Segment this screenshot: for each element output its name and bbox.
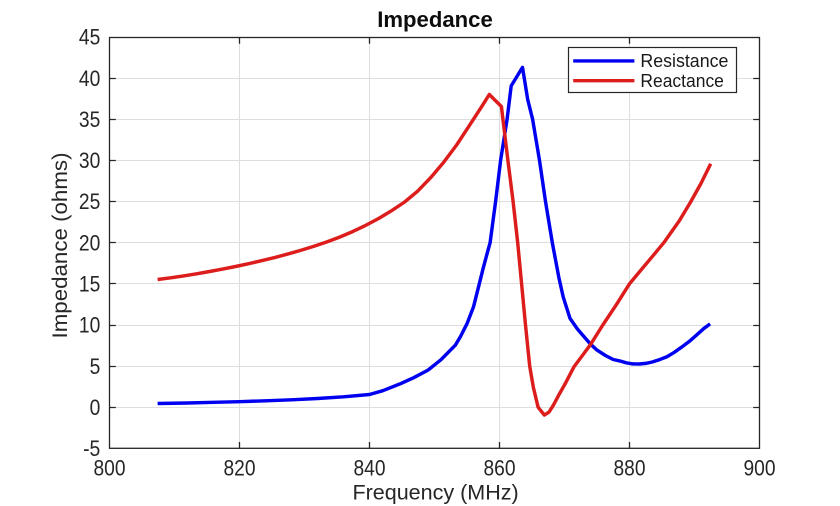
svg-text:880: 880 bbox=[614, 455, 646, 480]
svg-text:800: 800 bbox=[94, 455, 126, 480]
svg-text:Impedance: Impedance bbox=[377, 7, 493, 32]
svg-text:25: 25 bbox=[79, 189, 100, 214]
svg-text:45: 45 bbox=[79, 25, 100, 50]
svg-text:0: 0 bbox=[90, 395, 101, 420]
svg-text:900: 900 bbox=[744, 455, 776, 480]
svg-text:Reactance: Reactance bbox=[640, 71, 724, 91]
svg-text:15: 15 bbox=[79, 271, 100, 296]
svg-text:Impedance (ohms): Impedance (ohms) bbox=[47, 153, 72, 339]
svg-text:820: 820 bbox=[224, 455, 256, 480]
svg-text:35: 35 bbox=[79, 107, 100, 132]
svg-text:20: 20 bbox=[79, 230, 100, 255]
svg-text:840: 840 bbox=[354, 455, 386, 480]
svg-text:30: 30 bbox=[79, 148, 100, 173]
svg-text:40: 40 bbox=[79, 66, 100, 91]
svg-text:Resistance: Resistance bbox=[640, 51, 728, 71]
svg-text:5: 5 bbox=[90, 354, 101, 379]
svg-text:10: 10 bbox=[79, 313, 100, 338]
svg-text:860: 860 bbox=[484, 455, 516, 480]
svg-text:Frequency (MHz): Frequency (MHz) bbox=[352, 479, 518, 504]
svg-text:-5: -5 bbox=[83, 436, 100, 461]
